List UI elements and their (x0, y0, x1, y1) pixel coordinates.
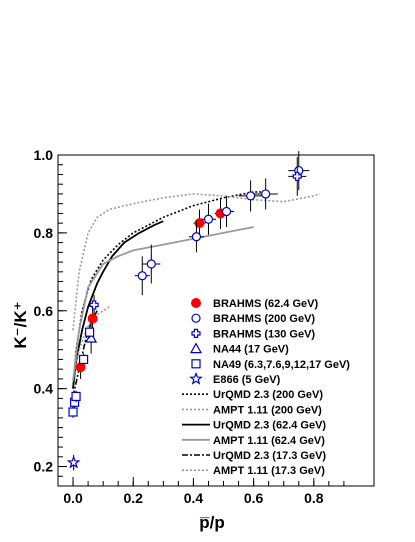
x-tick-label: 0.4 (184, 490, 204, 506)
marker-open-square (68, 407, 78, 417)
marker-open-star (189, 371, 203, 385)
legend-label: E866 (5 GeV) (213, 374, 281, 386)
marker-open-cross (191, 328, 201, 338)
marker-open-triangle (85, 331, 98, 343)
legend-label: AMPT 1.11 (17.3 GeV) (213, 465, 325, 477)
y-tick-label: 0.8 (34, 225, 54, 241)
marker-open-circle (246, 191, 256, 201)
x-axis-title: p̅/p (199, 513, 225, 532)
data-points (66, 151, 310, 471)
marker-open-square (191, 359, 201, 369)
y-tick-label: 0.4 (34, 381, 54, 397)
marker-open-circle (137, 271, 147, 281)
x-tick-label: 0.8 (304, 490, 324, 506)
y-tick-label: 0.2 (34, 459, 54, 475)
legend-label: AMPT 1.11 (200 GeV) (213, 404, 322, 416)
marker-open-star (66, 455, 81, 469)
marker-open-circle (191, 232, 202, 242)
legend-label: NA44 (17 GeV) (213, 344, 289, 356)
legend-label: UrQMD 2.3 (17.3 GeV) (213, 450, 326, 462)
y-axis-title: K⁻/K⁺ (11, 301, 30, 348)
marker-open-circle (203, 214, 214, 224)
model-curve (72, 220, 164, 389)
legend-label: BRAHMS (62.4 GeV) (213, 298, 318, 310)
marker-filled-circle (87, 313, 98, 324)
marker-filled-circle (191, 298, 201, 308)
y-tick-label: 0.6 (34, 303, 54, 319)
marker-open-triangle (189, 342, 203, 354)
marker-open-square (78, 354, 89, 365)
legend-label: BRAHMS (130 GeV) (213, 328, 315, 340)
legend-label: UrQMD 2.3 (200 GeV) (213, 389, 323, 401)
legend-label: AMPT 1.11 (62.4 GeV) (213, 435, 325, 447)
marker-open-circle (191, 313, 201, 323)
marker-filled-circle (194, 218, 205, 229)
marker-open-circle (221, 206, 232, 217)
legend: BRAHMS (62.4 GeV) BRAHMS (200 GeV) BRAHMS … (176, 292, 366, 478)
marker-open-square (84, 327, 95, 337)
legend-label: BRAHMS (200 GeV) (213, 313, 315, 325)
marker-open-circle (146, 259, 156, 269)
marker-open-circle (261, 189, 271, 199)
marker-open-cross (89, 300, 99, 310)
x-tick-label: 0.0 (63, 490, 83, 506)
legend-box (176, 292, 366, 478)
marker-open-square (71, 391, 81, 402)
legend-label: UrQMD 2.3 (62.4 GeV) (213, 420, 326, 432)
x-tick-label: 0.6 (244, 490, 264, 506)
model-curve (72, 226, 254, 382)
axes: 0.0 0.2 0.4 0.6 0.8 0.2 0.4 0.6 0.8 1.0 (34, 147, 345, 506)
x-tick-label: 0.2 (124, 490, 144, 506)
y-tick-label: 1.0 (34, 147, 54, 163)
legend-label: NA49 (6.3,7.6,9,12,17 GeV) (213, 359, 350, 371)
marker-open-cross (292, 171, 302, 182)
